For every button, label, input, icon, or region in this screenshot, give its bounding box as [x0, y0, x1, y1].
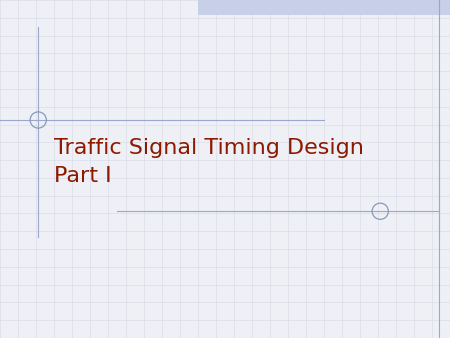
Text: Traffic Signal Timing Design
Part I: Traffic Signal Timing Design Part I	[54, 138, 364, 186]
Bar	[198, 0, 450, 15]
